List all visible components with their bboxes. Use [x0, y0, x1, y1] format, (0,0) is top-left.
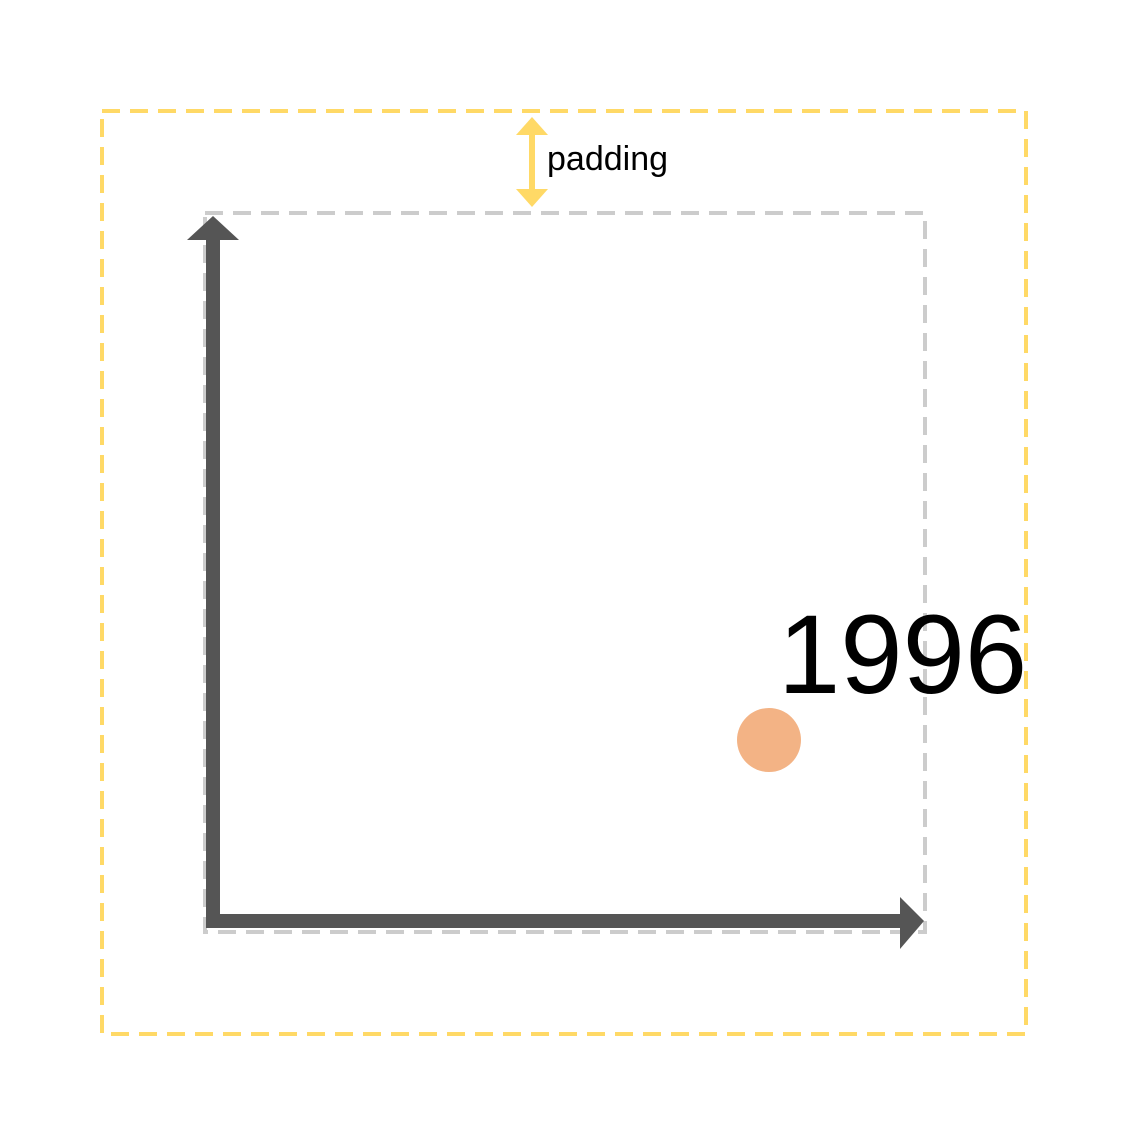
padding-label: padding — [547, 140, 668, 178]
year-label: 1996 — [778, 592, 1027, 717]
padding-double-arrow-icon — [516, 117, 548, 207]
data-point — [737, 708, 801, 772]
outer-padding-box — [100, 109, 1028, 1036]
inner-plot-area-box — [203, 211, 927, 934]
x-axis-arrow — [206, 897, 924, 949]
y-axis-arrow — [187, 216, 239, 926]
